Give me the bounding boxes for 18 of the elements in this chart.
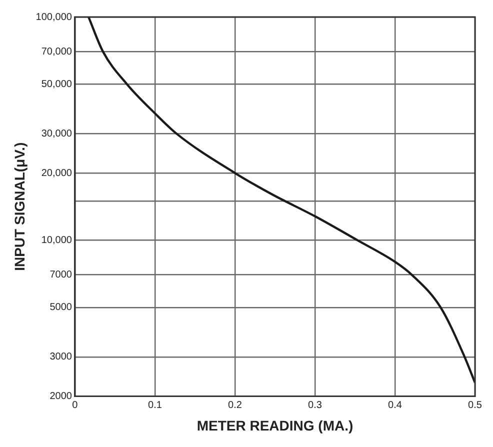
y-tick-label: 3000	[50, 352, 72, 363]
x-tick-label: 0.5	[468, 400, 482, 411]
x-tick-label: 0.2	[228, 400, 242, 411]
y-tick-label: 50,000	[41, 78, 72, 90]
y-axis-title: INPUT SIGNAL(μV.)	[11, 142, 28, 271]
y-tick-label: 20,000	[41, 168, 72, 179]
x-tick-label: 0.4	[388, 400, 402, 411]
x-tick-label: 0.3	[308, 400, 322, 411]
y-tick-label: 7000	[50, 270, 72, 281]
y-tick-label: 2000	[50, 390, 72, 402]
x-tick-label: 0.1	[148, 400, 162, 411]
x-axis-title: METER READING (MA.)	[196, 417, 354, 434]
x-tick-label: 0	[72, 400, 78, 411]
y-tick-label: 10,000	[41, 234, 72, 246]
y-tick-label: 30,000	[41, 128, 72, 140]
y-tick-label: 100,000	[36, 12, 72, 23]
y-tick-label: 5000	[50, 302, 72, 314]
y-tick-label: 70,000	[41, 46, 72, 58]
